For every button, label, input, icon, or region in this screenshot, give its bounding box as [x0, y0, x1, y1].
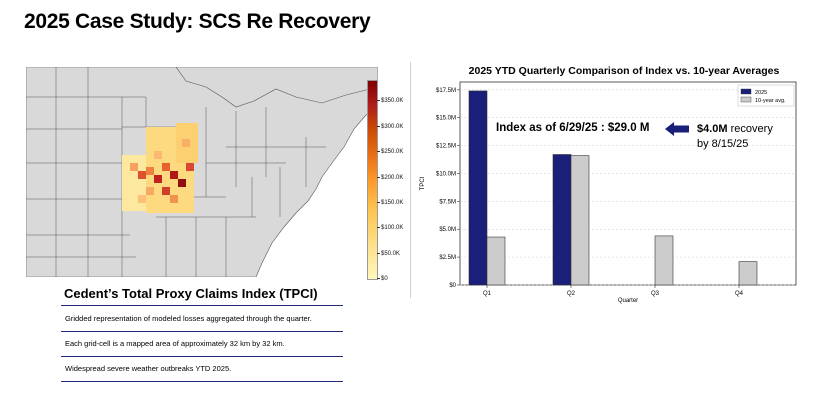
loss-grid-cells [122, 123, 198, 213]
bar-10yr-avg [654, 235, 674, 286]
x-tick-label: Q4 [735, 291, 744, 297]
y-tick-label: $0 [449, 283, 456, 289]
bar-10yr-avg [486, 236, 506, 286]
tpci-map [26, 67, 378, 277]
x-tick-label: Q2 [567, 291, 576, 297]
index-annotation: Index as of 6/29/25 : $29.0 M [496, 122, 650, 134]
recovery-annotation: $4.0M recovery by 8/15/25 [697, 122, 773, 152]
x-tick-label: Q3 [651, 291, 660, 297]
quarterly-bar-chart: 2025 YTD Quarterly Comparison of Index v… [420, 65, 797, 304]
page-title: 2025 Case Study: SCS Re Recovery [24, 10, 371, 33]
bar-10yr-avg [570, 155, 590, 286]
y-tick-label: $12.5M [436, 144, 456, 150]
colorbar-tick: $100.0K [377, 225, 403, 231]
bar-2025 [468, 90, 488, 286]
legend-label: 2025 [755, 90, 767, 96]
recovery-date: by 8/15/25 [697, 138, 749, 150]
tpci-bullet: Gridded representation of modeled losses… [61, 305, 343, 331]
legend-box [737, 84, 795, 107]
colorbar-tick: $200.0K [377, 175, 403, 181]
legend-label: 10-year avg. [755, 98, 786, 104]
panel-divider [410, 62, 411, 298]
colorbar-tick: $250.0K [377, 149, 403, 155]
colorbar-tick: $350.0K [377, 98, 403, 104]
x-axis-label: Quarter [618, 298, 638, 304]
y-tick-label: $7.5M [439, 199, 456, 205]
left-arrow-icon [665, 122, 689, 136]
tpci-bullet-list: Gridded representation of modeled losses… [61, 305, 343, 382]
y-tick-label: $15.0M [436, 116, 456, 122]
tpci-heading: Cedent’s Total Proxy Claims Index (TPCI) [64, 286, 318, 301]
colorbar-tick: $150.0K [377, 200, 403, 206]
chart-title: 2025 YTD Quarterly Comparison of Index v… [469, 65, 780, 77]
bar-10yr-avg [738, 261, 758, 286]
canada-region [175, 67, 378, 108]
y-tick-label: $10.0M [436, 171, 456, 177]
y-axis-label: TPCI [420, 176, 426, 190]
recovery-word: recovery [730, 123, 773, 135]
colorbar-tick: $0 [377, 276, 388, 282]
legend-swatch [740, 88, 752, 95]
plot-frame [459, 81, 797, 286]
recovery-amount: $4.0M [697, 123, 728, 135]
y-tick-label: $17.5M [436, 88, 456, 94]
x-tick-label: Q1 [483, 291, 492, 297]
colorbar-tick: $50.0K [377, 251, 400, 257]
bar-2025 [552, 154, 572, 286]
colorbar-tick: $300.0K [377, 124, 403, 130]
tpci-bullet: Widespread severe weather outbreaks YTD … [61, 356, 343, 382]
y-tick-label: $5.0M [439, 227, 456, 233]
tpci-bullet: Each grid-cell is a mapped area of appro… [61, 330, 343, 357]
y-tick-label: $2.5M [439, 255, 456, 261]
legend-swatch [740, 96, 752, 103]
